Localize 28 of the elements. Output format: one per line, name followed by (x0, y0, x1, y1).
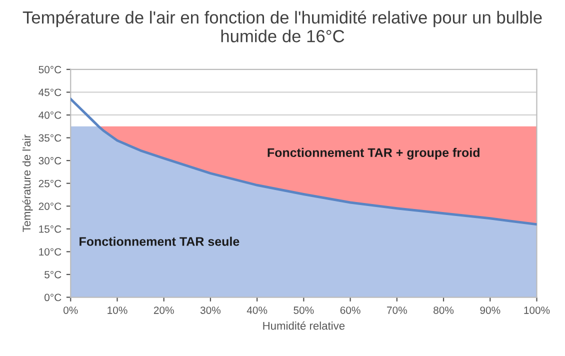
chart-title: Température de l'air en fonction de l'humidité relative pour un bulble humide de 16°C (22, 10, 542, 42)
x-tick-label: 70% (387, 306, 407, 314)
x-tick-label: 10% (108, 306, 128, 314)
y-tick-label: 40°C (38, 111, 62, 119)
x-tick-label: 50% (294, 306, 314, 314)
annotation: Fonctionnement TAR + groupe froid (268, 148, 480, 160)
y-tick-label: 0°C (44, 294, 62, 302)
y-tick-label: 10°C (39, 248, 62, 256)
x-tick-label: 30% (200, 306, 221, 314)
x-tick-label: 100% (524, 306, 550, 314)
y-tick-label: 35°C (38, 134, 62, 142)
y-axis-title: Température de l'air (22, 134, 33, 232)
y-tick-label: 20°C (38, 202, 62, 210)
y-tick-label: 5°C (44, 270, 62, 278)
x-tick-label: 80% (434, 306, 454, 314)
y-tick-label: 25°C (38, 180, 62, 188)
annotation: Fonctionnement TAR seule (80, 236, 240, 246)
y-tick-label: 30°C (38, 157, 62, 164)
y-tick-label: 15°C (39, 225, 62, 233)
x-tick-label: 40% (246, 306, 268, 314)
line-series (70, 98, 537, 226)
y-tick-label: 45°C (38, 88, 62, 96)
y-tick-label: 50°C (38, 66, 62, 74)
x-tick-label: 20% (154, 306, 174, 314)
x-tick-label: 0% (64, 306, 78, 314)
x-axis-title: Humidité relative (263, 321, 345, 330)
x-tick-label: 90% (480, 306, 500, 314)
x-tick-label: 60% (340, 306, 360, 314)
